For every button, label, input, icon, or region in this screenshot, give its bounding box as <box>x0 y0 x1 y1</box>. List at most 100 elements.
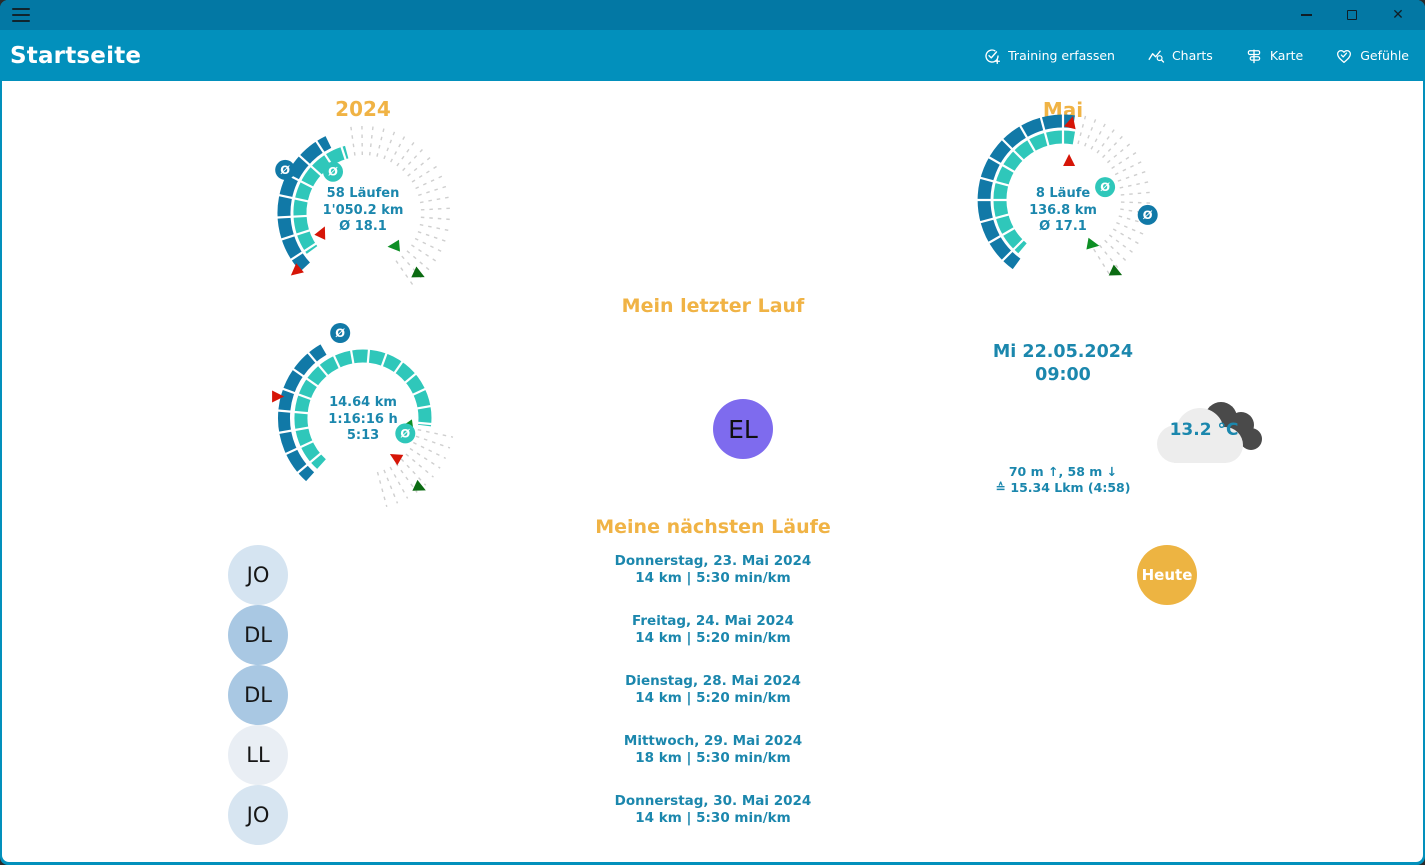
gauge-stat-line: 58 Läufen <box>326 186 400 201</box>
main-nav: Training erfassen Charts Karte Gefühle <box>983 47 1409 65</box>
next-run-date: Donnerstag, 23. Mai 2024 <box>614 553 812 569</box>
nav-label: Training erfassen <box>1008 48 1115 63</box>
chart-search-icon <box>1147 47 1165 65</box>
next-run-item[interactable]: Dienstag, 28. Mai 2024 14 km | 5:20 min/k… <box>563 673 863 707</box>
gauge-marker-icon <box>389 454 404 466</box>
svg-text:Ø: Ø <box>280 163 290 177</box>
last-run-heading: Mein letzter Lauf <box>621 295 805 317</box>
next-run-item[interactable]: Donnerstag, 23. Mai 2024 14 km | 5:30 min… <box>563 553 863 587</box>
next-run-date: Dienstag, 28. Mai 2024 <box>625 673 801 689</box>
month-gauge-stats: 8 Läufe 136.8 km Ø 17.1 <box>983 186 1143 236</box>
gauge-marker-icon <box>387 239 401 252</box>
gauge-marker-icon <box>1064 116 1076 130</box>
nav-gef-hle[interactable]: Gefühle <box>1335 47 1409 65</box>
run-type-badge-jo-0[interactable]: JO <box>228 545 288 605</box>
svg-text:Ø: Ø <box>328 165 338 179</box>
run-type-badge-el[interactable]: EL <box>713 399 773 459</box>
average-badge-icon: Ø <box>330 323 351 343</box>
nav-label: Charts <box>1171 48 1213 63</box>
nav-charts[interactable]: Charts <box>1147 47 1213 65</box>
window-controls: ✕ <box>1283 0 1421 30</box>
next-run-item[interactable]: Donnerstag, 30. Mai 2024 14 km | 5:30 min… <box>563 793 863 827</box>
next-run-item[interactable]: Mittwoch, 29. Mai 2024 18 km | 5:30 min/k… <box>563 733 863 767</box>
average-badge-icon: Ø <box>323 161 343 182</box>
average-badge-icon: Ø <box>1095 177 1116 198</box>
gauge-stat-line: 1:16:16 h <box>328 411 398 427</box>
gauge-stat-line: 8 Läufe <box>1035 186 1091 201</box>
heart-check-icon <box>1335 47 1353 65</box>
gauge-marker-icon <box>290 263 304 276</box>
titlebar: ✕ <box>0 0 1425 30</box>
next-run-item[interactable]: Freitag, 24. Mai 2024 14 km | 5:20 min/km <box>563 613 863 647</box>
next-run-details: 14 km | 5:20 min/km <box>635 690 791 706</box>
run-type-badge-dl-2[interactable]: DL <box>228 665 288 725</box>
next-run-date: Freitag, 24. Mai 2024 <box>632 613 794 629</box>
run-type-badge-dl-1[interactable]: DL <box>228 605 288 665</box>
maximize-icon <box>1347 10 1357 20</box>
gauge-stat-line: Ø 17.1 <box>1039 219 1087 234</box>
effective-distance: ≙ 15.34 Lkm (4:58) <box>995 480 1131 495</box>
gauge-marker-icon <box>411 266 425 278</box>
average-badge-icon: Ø <box>1137 204 1158 225</box>
page-title: Startseite <box>10 42 142 69</box>
next-run-details: 18 km | 5:30 min/km <box>635 750 791 766</box>
gauge-marker-icon <box>1086 237 1100 250</box>
gauge-stat-line: 5:13 <box>346 428 380 443</box>
gauge-stat-line: 14.64 km <box>329 395 397 410</box>
last-run-gauge-stats: 14.64 km 1:16:16 h 5:13 <box>283 395 443 445</box>
next-runs-heading: Meine nächsten Läufe <box>595 516 831 538</box>
next-run-date: Mittwoch, 29. Mai 2024 <box>623 733 803 749</box>
minimize-button[interactable] <box>1283 0 1329 30</box>
next-run-details: 14 km | 5:30 min/km <box>635 570 791 586</box>
hamburger-menu-icon[interactable] <box>12 8 30 22</box>
nav-training-erfassen[interactable]: Training erfassen <box>983 47 1115 65</box>
minimize-icon <box>1300 14 1312 16</box>
next-run-date: Donnerstag, 30. Mai 2024 <box>614 793 812 809</box>
gauge-stat-line: 136.8 km <box>1029 202 1097 218</box>
average-badge-icon: Ø <box>275 159 296 180</box>
svg-text:Ø: Ø <box>1100 180 1110 194</box>
gauge-marker-icon <box>412 479 426 491</box>
nav-karte[interactable]: Karte <box>1245 47 1303 65</box>
gauge-svg: ØØ <box>975 112 1158 277</box>
temperature-value: 13.2 °C <box>1169 420 1239 440</box>
run-type-badge-jo-4[interactable]: JO <box>228 785 288 845</box>
year-gauge-stats: 58 Läufen 1'050.2 km Ø 18.1 <box>283 186 443 236</box>
last-run-datetime: Mi 22.05.2024 09:00 <box>943 341 1183 387</box>
close-icon: ✕ <box>1392 7 1404 23</box>
nav-label: Gefühle <box>1360 48 1409 63</box>
cloudy-weather-icon <box>1148 392 1263 470</box>
today-button[interactable]: Heute <box>1137 545 1197 605</box>
elevation-block: 70 m ↑, 58 m ↓ ≙ 15.34 Lkm (4:58) <box>943 464 1183 496</box>
run-type-badge-ll-3[interactable]: LL <box>228 725 288 785</box>
page-header: Startseite Training erfassen Charts Karte G… <box>0 30 1425 81</box>
gauge-marker-icon <box>272 390 285 403</box>
gauge-stat-line: 1'050.2 km <box>322 202 404 218</box>
check-circle-plus-icon <box>983 47 1001 65</box>
gauge-marker-icon <box>1108 264 1123 276</box>
svg-text:Ø: Ø <box>1143 208 1153 222</box>
route-sign-icon <box>1245 47 1263 65</box>
next-run-details: 14 km | 5:20 min/km <box>635 630 791 646</box>
average-badge-icon: Ø <box>395 423 416 444</box>
next-runs-list: Donnerstag, 23. Mai 2024 14 km | 5:30 min… <box>563 553 863 827</box>
maximize-button[interactable] <box>1329 0 1375 30</box>
svg-text:Ø: Ø <box>335 326 345 340</box>
last-run-date: Mi 22.05.2024 <box>992 342 1134 362</box>
nav-label: Karte <box>1269 48 1304 63</box>
close-button[interactable]: ✕ <box>1375 0 1421 30</box>
gauge-marker-icon <box>314 226 326 240</box>
last-run-time: 09:00 <box>1035 365 1091 385</box>
svg-text:Ø: Ø <box>400 426 410 440</box>
next-run-details: 14 km | 5:30 min/km <box>635 810 791 826</box>
gauge-marker-icon <box>1063 154 1076 166</box>
gauge-svg: ØØ <box>272 323 454 508</box>
year-gauge-title: 2024 <box>335 97 391 121</box>
elevation-gain-loss: 70 m ↑, 58 m ↓ <box>1008 464 1118 479</box>
